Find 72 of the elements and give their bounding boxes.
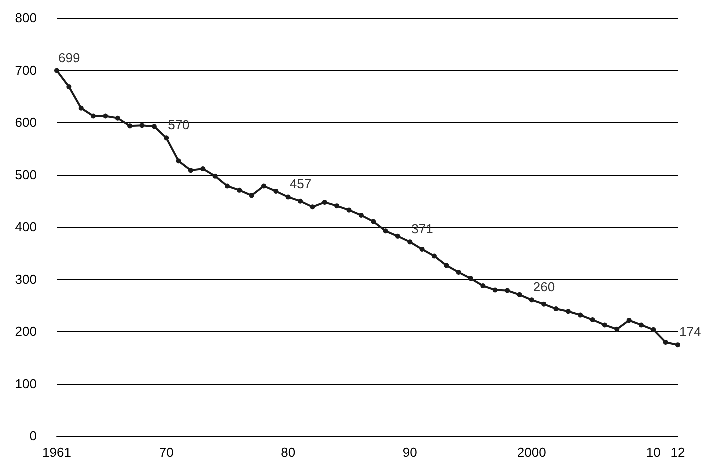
point bbox=[456, 270, 462, 275]
point bbox=[371, 219, 376, 224]
point bbox=[517, 292, 522, 298]
x-tick-label: 10 bbox=[646, 445, 661, 460]
point bbox=[492, 288, 498, 293]
point bbox=[128, 124, 133, 129]
point bbox=[566, 309, 571, 314]
point bbox=[529, 298, 534, 303]
point bbox=[468, 276, 474, 282]
point bbox=[334, 204, 340, 209]
point bbox=[614, 326, 620, 332]
point bbox=[212, 174, 218, 179]
x-tick-label: 1961 bbox=[42, 445, 72, 460]
y-tick-label: 600 bbox=[15, 115, 37, 130]
point bbox=[590, 318, 596, 323]
point bbox=[638, 322, 644, 328]
point bbox=[286, 194, 291, 200]
data-label: 457 bbox=[290, 176, 312, 192]
point bbox=[480, 284, 486, 289]
y-tick-label: 200 bbox=[15, 324, 37, 339]
point bbox=[554, 306, 559, 312]
point bbox=[200, 166, 206, 172]
point bbox=[420, 246, 425, 252]
point bbox=[152, 124, 157, 130]
point bbox=[505, 288, 510, 294]
point bbox=[164, 136, 170, 141]
point bbox=[103, 114, 108, 119]
point bbox=[346, 208, 352, 213]
point bbox=[237, 188, 242, 193]
point bbox=[188, 168, 194, 174]
x-tick-label: 12 bbox=[670, 445, 686, 460]
point bbox=[249, 193, 254, 198]
x-tick-label: 90 bbox=[402, 445, 418, 460]
point bbox=[626, 318, 632, 324]
point bbox=[310, 204, 316, 210]
point bbox=[54, 68, 60, 74]
point bbox=[663, 340, 668, 345]
point bbox=[578, 312, 584, 318]
point bbox=[676, 342, 680, 348]
point bbox=[262, 184, 266, 189]
y-tick-label: 400 bbox=[15, 220, 37, 234]
point bbox=[66, 84, 72, 90]
point bbox=[298, 198, 304, 204]
y-tick-label: 500 bbox=[15, 167, 37, 182]
point bbox=[383, 228, 388, 234]
x-tick-label: 2000 bbox=[517, 445, 546, 460]
x-tick-label: 70 bbox=[159, 445, 174, 460]
y-tick-label: 700 bbox=[15, 62, 37, 78]
data-label: 260 bbox=[533, 280, 556, 295]
data-label: 699 bbox=[58, 50, 80, 66]
y-tick-label: 800 bbox=[15, 10, 37, 26]
point bbox=[602, 322, 608, 328]
point bbox=[322, 200, 328, 205]
point bbox=[542, 302, 547, 307]
point bbox=[176, 158, 182, 164]
point bbox=[140, 123, 145, 128]
point bbox=[432, 254, 437, 259]
point bbox=[115, 116, 120, 121]
point bbox=[651, 327, 656, 332]
point bbox=[444, 263, 450, 268]
y-tick-label: 0 bbox=[30, 428, 37, 444]
point bbox=[274, 188, 279, 194]
data-label: 174 bbox=[680, 324, 702, 340]
point bbox=[78, 106, 84, 111]
y-tick-label: 100 bbox=[15, 376, 37, 392]
point bbox=[408, 240, 413, 245]
point bbox=[91, 114, 96, 119]
point bbox=[224, 184, 230, 189]
point bbox=[395, 234, 400, 239]
point bbox=[358, 213, 364, 218]
y-tick-label: 300 bbox=[15, 272, 37, 287]
x-tick-label: 80 bbox=[281, 445, 296, 460]
